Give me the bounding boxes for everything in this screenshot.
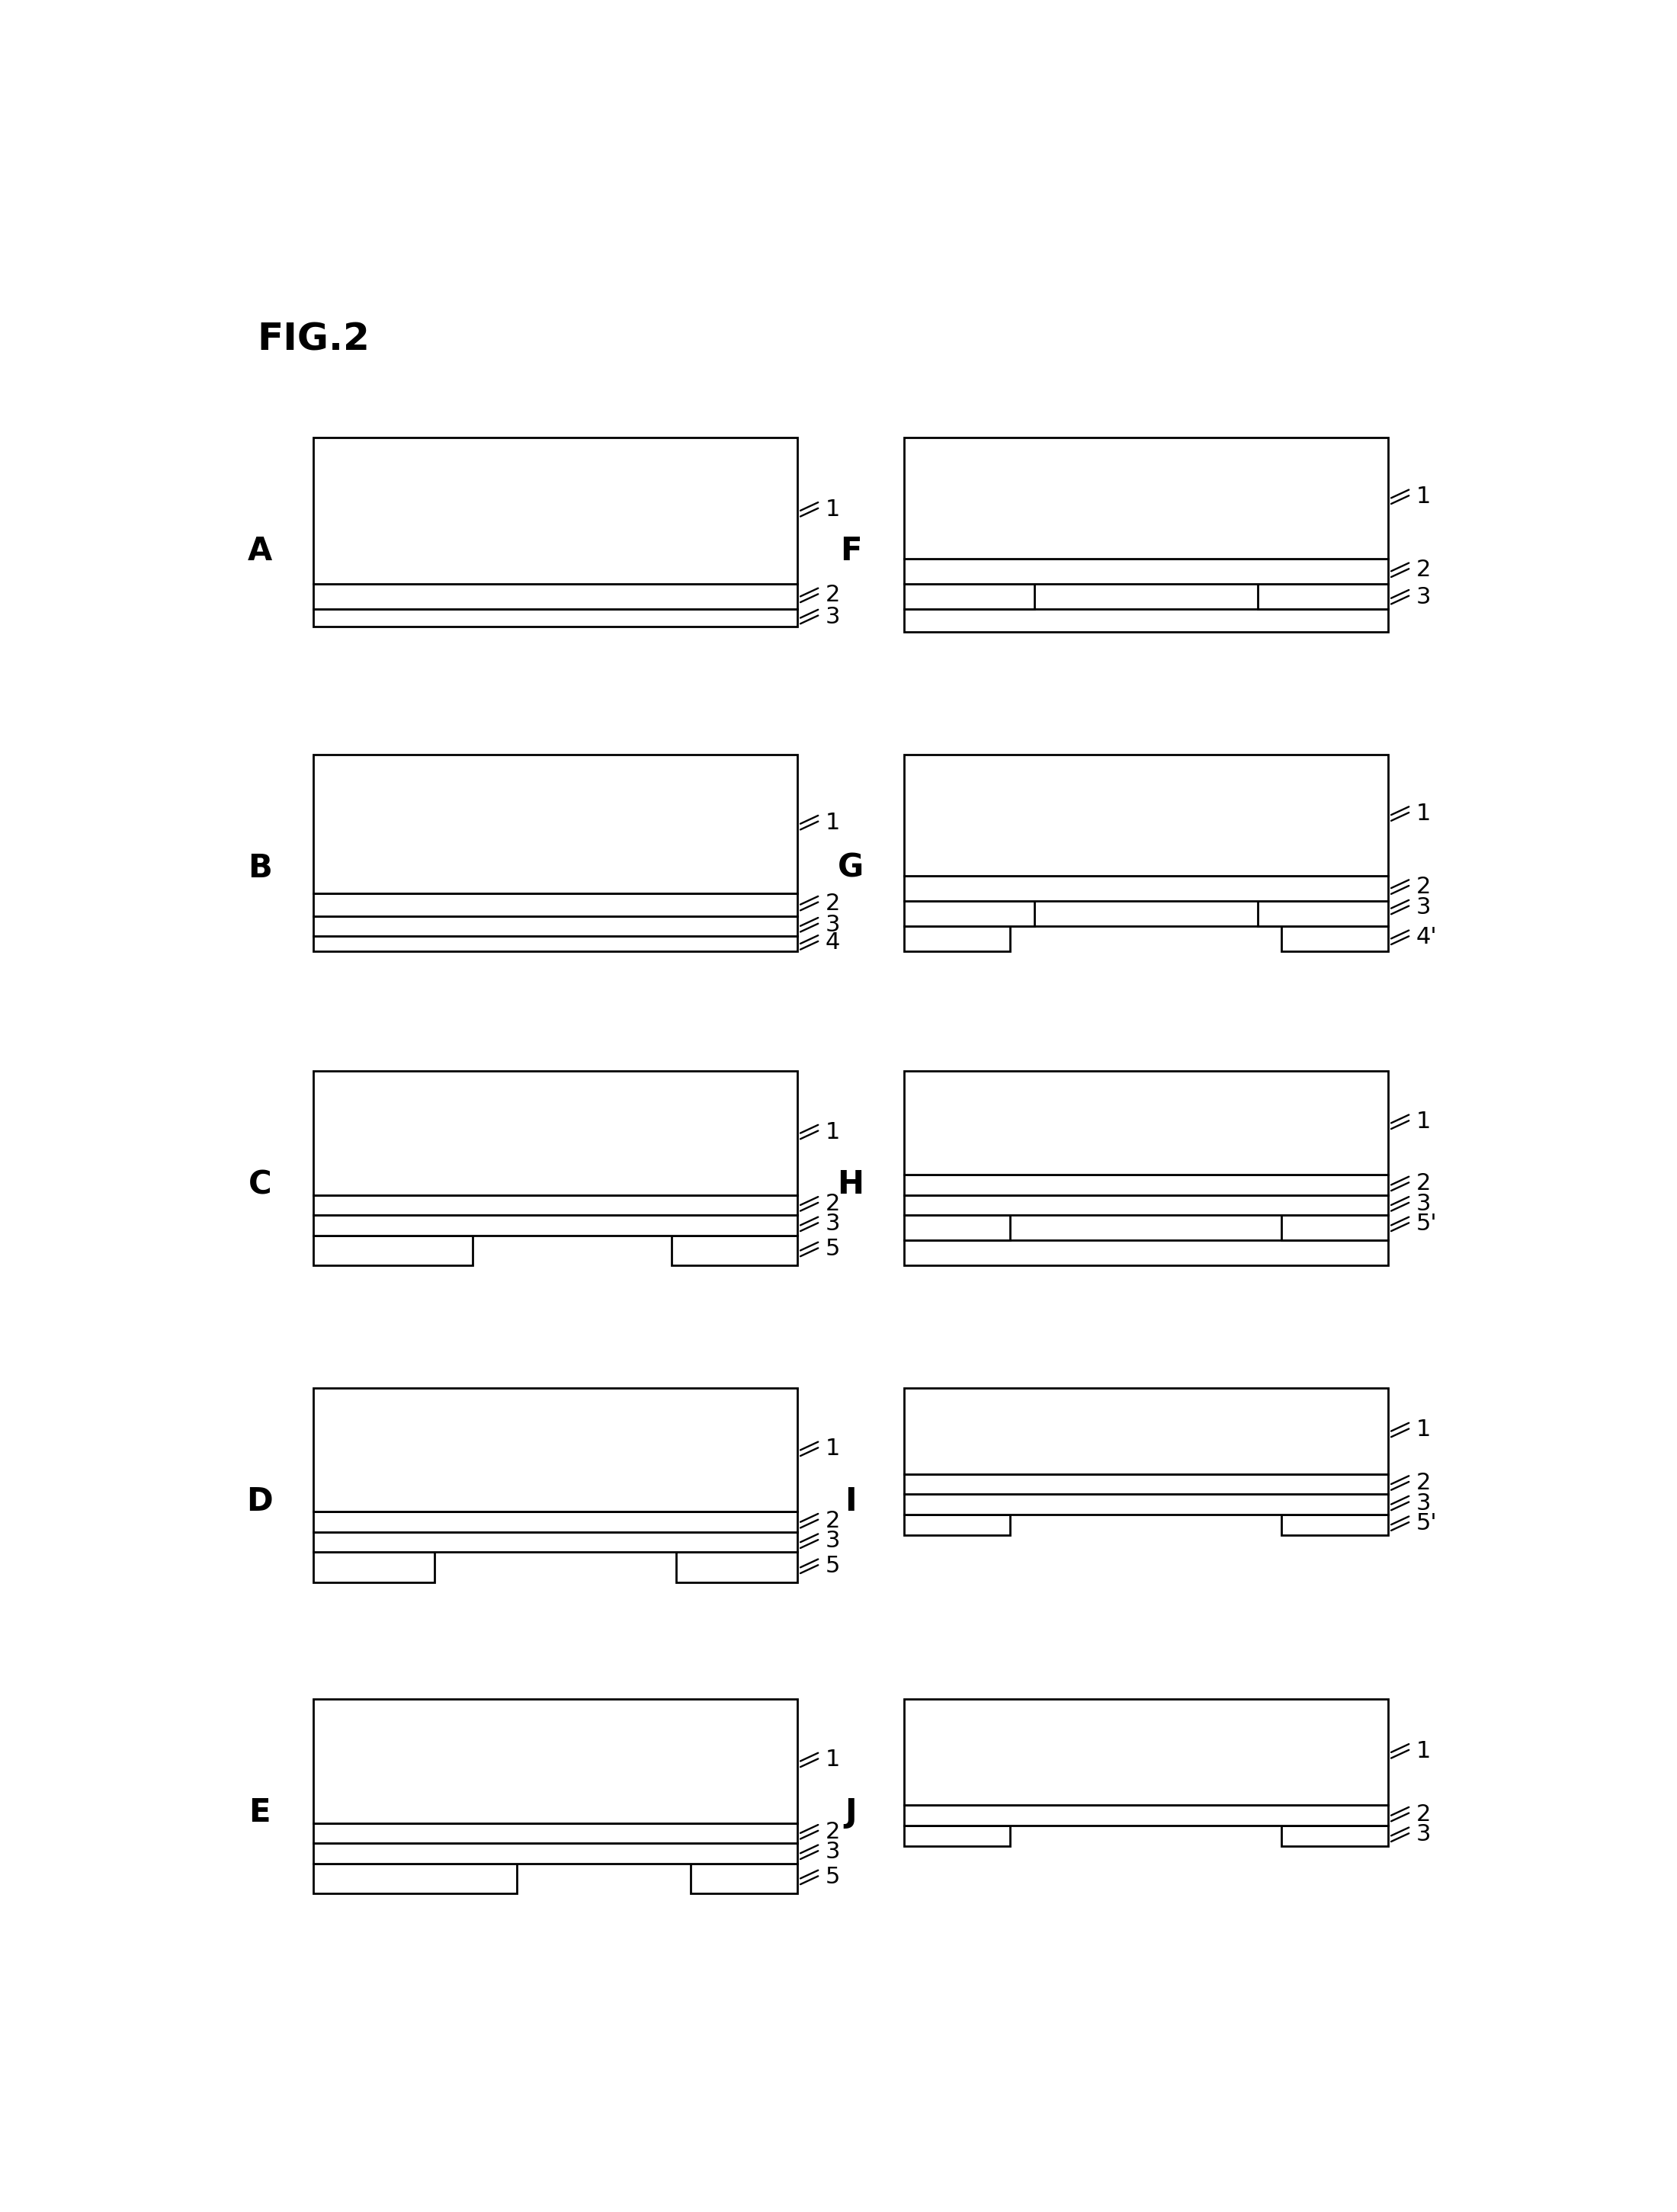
Text: 3: 3 [1415, 1192, 1430, 1214]
Text: 1: 1 [1415, 803, 1430, 825]
Bar [1281, 1515, 1389, 1535]
Bar [904, 584, 1035, 608]
Bar [904, 927, 1010, 951]
Bar [904, 1389, 1389, 1473]
Bar [904, 1495, 1389, 1515]
Bar [1281, 1825, 1389, 1847]
Bar [314, 1511, 798, 1533]
Text: 3: 3 [1415, 1823, 1430, 1845]
Text: 1: 1 [825, 498, 840, 520]
Bar [314, 894, 798, 916]
Bar [314, 1843, 798, 1863]
Text: B: B [248, 852, 272, 885]
Text: I: I [845, 1486, 857, 1517]
Bar [1281, 927, 1389, 951]
Text: 2: 2 [825, 1511, 840, 1533]
Text: H: H [837, 1168, 864, 1201]
Bar [314, 584, 798, 608]
Bar [904, 754, 1389, 876]
Text: 5': 5' [1415, 1212, 1437, 1234]
Text: 5: 5 [825, 1867, 840, 1889]
Bar [314, 1214, 798, 1234]
Text: 3: 3 [825, 914, 840, 936]
Bar [314, 1194, 798, 1214]
Text: 3: 3 [1415, 896, 1430, 918]
Text: J: J [845, 1796, 857, 1829]
Bar [904, 900, 1035, 927]
Text: 2: 2 [825, 1192, 840, 1214]
Text: FIG.2: FIG.2 [257, 321, 369, 358]
Text: 1: 1 [825, 1750, 840, 1772]
Text: D: D [247, 1486, 273, 1517]
Text: 2: 2 [825, 1820, 840, 1843]
Text: 1: 1 [1415, 1110, 1430, 1133]
Bar [314, 1071, 798, 1194]
Bar [314, 1699, 798, 1823]
Bar [314, 1823, 798, 1843]
Text: 1: 1 [825, 1121, 840, 1144]
Bar [904, 1175, 1389, 1194]
Bar [314, 1389, 798, 1511]
Bar [1258, 900, 1389, 927]
Text: 5': 5' [1415, 1513, 1437, 1535]
Bar [904, 1214, 1010, 1241]
Text: 4: 4 [825, 931, 840, 953]
Bar [904, 1805, 1389, 1825]
Text: 3: 3 [825, 606, 840, 628]
Bar [904, 1515, 1010, 1535]
Bar [676, 1553, 798, 1582]
Text: 3: 3 [825, 1531, 840, 1553]
Bar [314, 608, 798, 626]
Text: 1: 1 [1415, 1418, 1430, 1440]
Text: 2: 2 [1415, 876, 1430, 898]
Bar [314, 936, 798, 951]
Text: 2: 2 [1415, 1172, 1430, 1194]
Text: 3: 3 [1415, 1493, 1430, 1515]
Text: C: C [248, 1168, 272, 1201]
Text: F: F [840, 535, 862, 566]
Text: G: G [837, 852, 864, 885]
Bar [314, 754, 798, 894]
Text: 2: 2 [825, 584, 840, 606]
Text: 1: 1 [825, 812, 840, 834]
Text: 3: 3 [825, 1212, 840, 1234]
Text: A: A [248, 535, 272, 566]
Text: 2: 2 [1415, 1803, 1430, 1825]
Bar [314, 1533, 798, 1553]
Text: 2: 2 [1415, 1471, 1430, 1493]
Bar [671, 1234, 798, 1265]
Bar [314, 1553, 434, 1582]
Bar [904, 1194, 1389, 1214]
Text: 1: 1 [1415, 1741, 1430, 1763]
Text: 5: 5 [825, 1555, 840, 1577]
Text: 1: 1 [825, 1438, 840, 1460]
Bar [904, 438, 1389, 560]
Bar [314, 1863, 517, 1893]
Text: 5: 5 [825, 1239, 840, 1261]
Bar [904, 1699, 1389, 1805]
Text: 3: 3 [825, 1840, 840, 1863]
Bar [904, 1825, 1010, 1847]
Bar [904, 1071, 1389, 1175]
Text: 1: 1 [1415, 487, 1430, 509]
Bar [691, 1863, 798, 1893]
Bar [904, 876, 1389, 900]
Bar [314, 1234, 473, 1265]
Bar [904, 608, 1389, 633]
Bar [1281, 1214, 1389, 1241]
Bar [1258, 584, 1389, 608]
Text: 2: 2 [825, 891, 840, 914]
Bar [904, 1473, 1389, 1495]
Bar [314, 438, 798, 584]
Text: 3: 3 [1415, 586, 1430, 608]
Text: E: E [248, 1796, 270, 1829]
Bar [904, 1241, 1389, 1265]
Text: 4': 4' [1415, 927, 1437, 949]
Bar [314, 916, 798, 936]
Text: 2: 2 [1415, 560, 1430, 582]
Bar [904, 560, 1389, 584]
